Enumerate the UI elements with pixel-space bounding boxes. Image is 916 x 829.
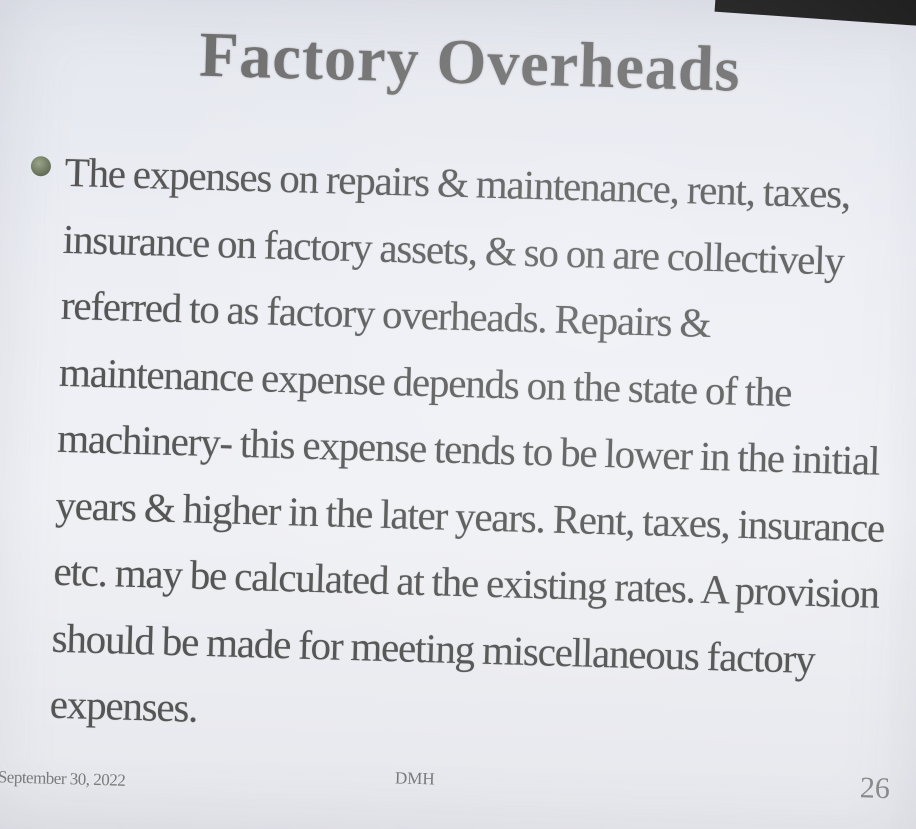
footer-author: DMH [394,768,435,789]
footer-date: September 30, 2022 [0,767,126,790]
bullet-circle-icon [30,155,52,177]
slide-body-text: The expenses on repairs & maintenance, r… [49,148,885,731]
slide-page-number: 26 [859,771,891,806]
slide-title: Factory Overheads [198,18,742,105]
